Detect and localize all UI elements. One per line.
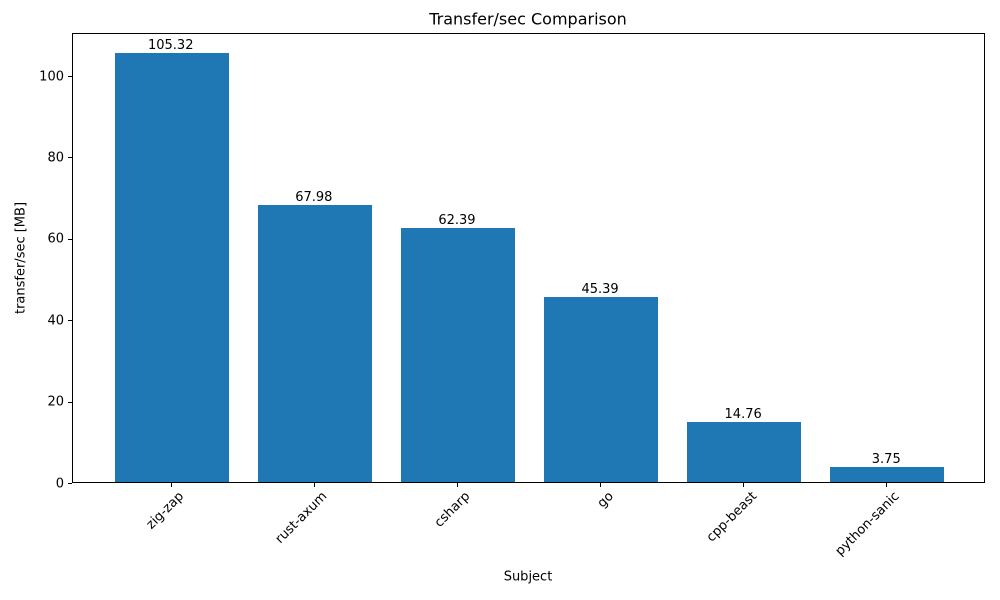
bar-csharp: [400, 228, 516, 482]
bar-go: [543, 297, 659, 482]
bar-value-label: 62.39: [438, 213, 476, 229]
x-tick-label: zig-zap: [143, 489, 188, 533]
x-tick-mark: [170, 483, 172, 487]
bar-python-sanic: [830, 466, 945, 482]
chart-title: Transfer/sec Comparison: [429, 9, 627, 29]
x-tick-label: csharp: [432, 489, 474, 531]
plot-area: [72, 33, 985, 483]
bar-value-label: 14.76: [724, 406, 762, 422]
y-tick-mark: [68, 76, 72, 78]
bar-value-label: 105.32: [147, 38, 194, 54]
y-tick-label: 0: [55, 476, 64, 491]
x-tick-label: rust-axum: [272, 489, 331, 547]
x-tick-label: python-sanic: [832, 489, 903, 559]
x-tick-label: go: [594, 489, 617, 512]
y-tick-label: 40: [47, 313, 64, 329]
y-axis-label: transfer/sec [MB]: [13, 201, 29, 315]
x-tick-mark: [456, 483, 458, 487]
x-tick-mark: [886, 483, 888, 487]
bar-cpp-beast: [686, 421, 802, 482]
y-tick-mark: [68, 157, 72, 159]
y-tick-mark: [68, 320, 72, 322]
bar-value-label: 45.39: [581, 282, 619, 298]
x-tick-label: cpp-beast: [703, 489, 760, 546]
bar-zig-zap: [114, 53, 229, 482]
y-tick-mark: [68, 238, 72, 240]
x-tick-mark: [600, 483, 602, 487]
y-tick-label: 60: [47, 231, 64, 247]
y-tick-label: 100: [39, 69, 64, 85]
bar-value-label: 3.75: [871, 451, 901, 467]
bar-value-label: 67.98: [295, 190, 333, 206]
x-axis-label: Subject: [503, 569, 553, 585]
y-tick-mark: [68, 401, 72, 403]
y-tick-label: 80: [47, 150, 64, 166]
x-tick-mark: [743, 483, 745, 487]
x-tick-mark: [313, 483, 315, 487]
bar-rust-axum: [257, 205, 373, 482]
y-tick-label: 20: [47, 394, 64, 410]
y-tick-mark: [68, 483, 72, 484]
